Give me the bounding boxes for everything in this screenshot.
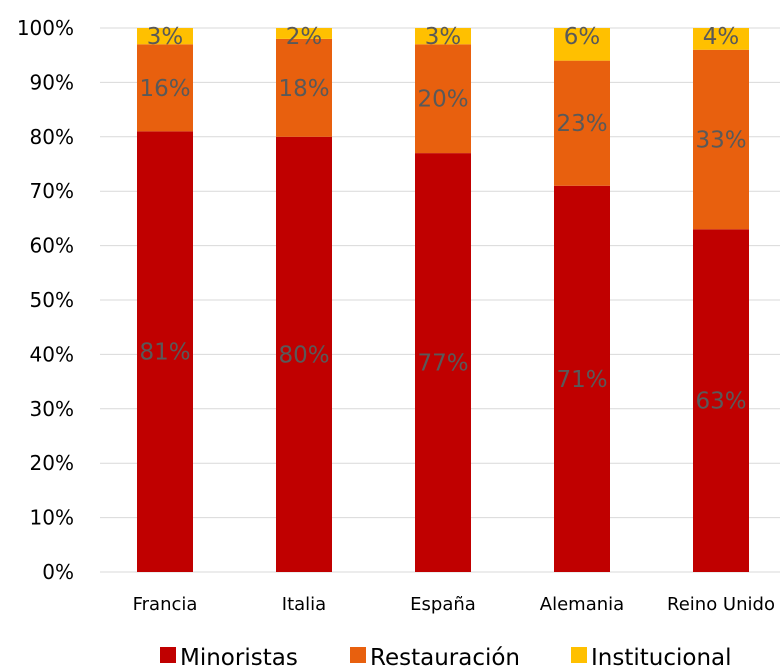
data-labels: 81% 16% 3% 80% 18% 2% 77% 20% 3% 71% 23% 6% 63% 33% 4% — [139, 24, 746, 415]
data-label: 81% — [139, 340, 190, 366]
data-label: 80% — [278, 342, 329, 368]
bar-institucional — [415, 28, 471, 45]
y-tick-label: 60% — [30, 234, 74, 258]
data-label: 3% — [147, 24, 184, 50]
y-tick-label: 90% — [30, 70, 74, 94]
data-label: 4% — [703, 24, 740, 50]
x-tick-label: Italia — [282, 594, 326, 615]
bar-restauraci-n — [693, 49, 749, 230]
bar-restauraci-n — [554, 60, 610, 186]
x-tick-label: España — [410, 594, 476, 615]
bar-minoristas — [137, 131, 193, 573]
legend-swatch — [160, 647, 176, 663]
y-tick-label: 70% — [30, 179, 74, 203]
y-tick-label: 50% — [30, 288, 74, 312]
data-label: 20% — [417, 87, 468, 113]
data-label: 6% — [564, 24, 601, 50]
x-tick-label: Reino Unido — [667, 594, 775, 615]
bar-minoristas — [415, 153, 471, 572]
bar-institucional — [276, 28, 332, 39]
x-tick-label: Francia — [133, 594, 198, 615]
data-label: 2% — [286, 24, 323, 50]
x-axis: Francia Italia España Alemania Reino Unido — [133, 594, 775, 615]
bar-minoristas — [276, 136, 332, 573]
bars — [137, 28, 749, 573]
y-tick-label: 0% — [42, 560, 74, 584]
bar-minoristas — [554, 185, 610, 572]
y-tick-label: 10% — [30, 506, 74, 530]
legend-swatch — [350, 647, 366, 663]
legend-label: Minoristas — [180, 645, 298, 666]
data-label: 77% — [417, 351, 468, 377]
data-label: 63% — [695, 389, 746, 415]
data-label: 16% — [139, 76, 190, 102]
bar-restauraci-n — [415, 44, 471, 154]
y-tick-label: 100% — [17, 16, 74, 40]
bar-institucional — [137, 28, 193, 45]
legend-label: Institucional — [591, 645, 732, 666]
bar-restauraci-n — [276, 38, 332, 137]
y-tick-label: 30% — [30, 397, 74, 421]
y-tick-label: 80% — [30, 125, 74, 149]
x-tick-label: Alemania — [540, 594, 624, 615]
data-label: 23% — [556, 111, 607, 137]
data-label: 71% — [556, 367, 607, 393]
y-axis: 0% 10% 20% 30% 40% 50% 60% 70% 80% 90% 100% — [17, 16, 74, 584]
legend: Minoristas Restauración Institucional — [160, 645, 732, 666]
data-label: 3% — [425, 24, 462, 50]
y-tick-label: 20% — [30, 451, 74, 475]
y-tick-label: 40% — [30, 342, 74, 366]
data-label: 18% — [278, 76, 329, 102]
data-label: 33% — [695, 128, 746, 154]
bar-institucional — [693, 28, 749, 50]
legend-swatch — [571, 647, 587, 663]
bar-minoristas — [693, 229, 749, 572]
bar-institucional — [554, 28, 610, 61]
bar-restauraci-n — [137, 44, 193, 132]
legend-label: Restauración — [370, 645, 520, 666]
